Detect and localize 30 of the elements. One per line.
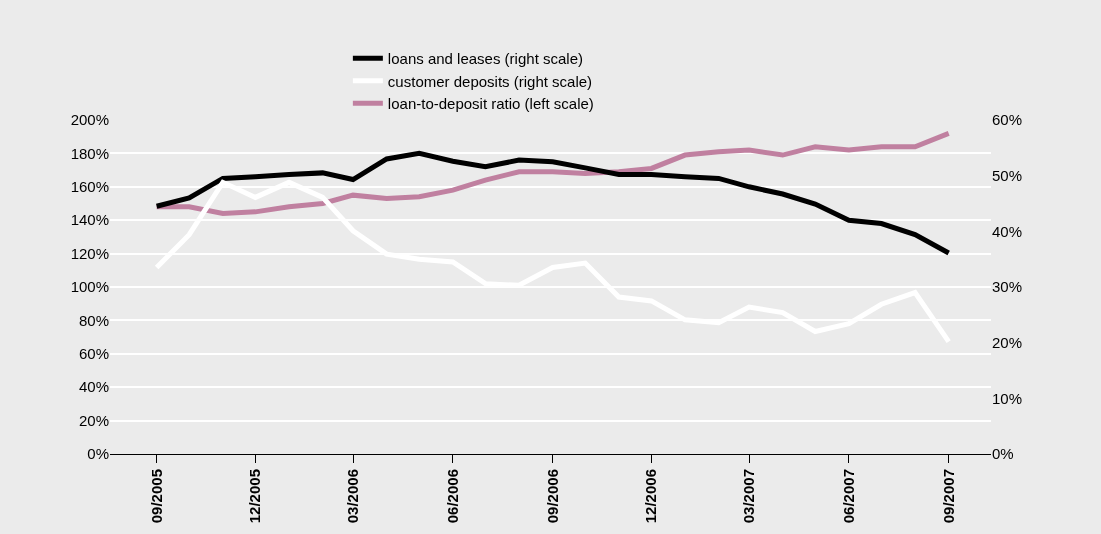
y-tick-label: 40% — [78, 378, 109, 396]
y-tick-label: 200% — [70, 111, 109, 129]
y2-tick-label: 60% — [992, 111, 1023, 129]
legend-label: loans and leases (right scale) — [387, 50, 583, 68]
x-tick-label: 12/2005 — [246, 469, 264, 524]
x-tick-label: 06/2007 — [839, 469, 857, 524]
x-tick-label: 09/2006 — [543, 469, 561, 524]
y-tick-label: 60% — [78, 345, 109, 363]
x-tick-label: 06/2006 — [443, 469, 461, 524]
y-tick-label: 120% — [70, 244, 109, 262]
x-tick-label: 12/2006 — [642, 469, 660, 524]
y-tick-label: 180% — [70, 144, 109, 162]
x-tick-label: 09/2005 — [147, 469, 165, 524]
y-tick-label: 80% — [78, 311, 109, 329]
y2-tick-label: 0% — [992, 445, 1014, 463]
x-tick-label: 03/2006 — [343, 469, 361, 524]
y2-tick-label: 10% — [992, 389, 1023, 407]
legend-label: customer deposits (right scale) — [387, 72, 593, 90]
y-tick-label: 20% — [78, 411, 109, 429]
y-tick-label: 100% — [70, 278, 109, 296]
y2-tick-label: 40% — [992, 222, 1023, 240]
legend-label: loan-to-deposit ratio (left scale) — [387, 95, 594, 113]
y-tick-label: 140% — [70, 211, 109, 229]
x-tick-label: 09/2007 — [939, 469, 957, 524]
y-tick-label: 160% — [70, 178, 109, 196]
y2-tick-label: 20% — [992, 333, 1023, 351]
y-tick-label: 0% — [87, 445, 109, 463]
y2-tick-label: 30% — [992, 278, 1023, 296]
y2-tick-label: 50% — [992, 166, 1023, 184]
x-tick-label: 03/2007 — [739, 469, 757, 524]
